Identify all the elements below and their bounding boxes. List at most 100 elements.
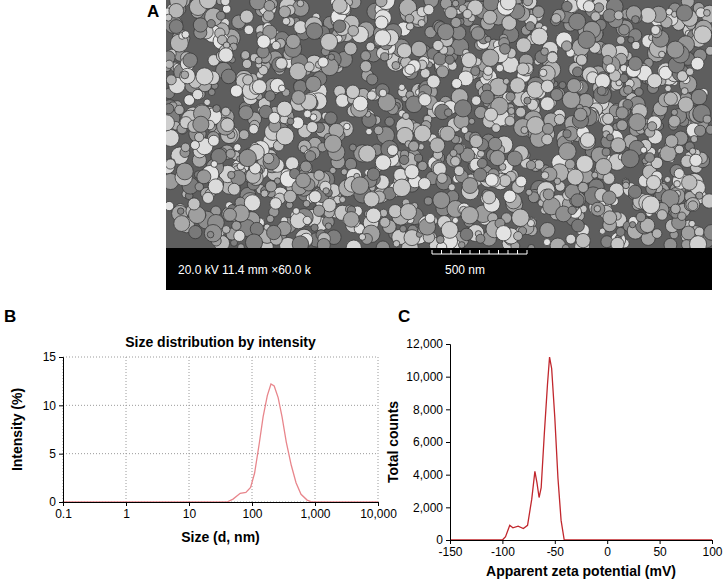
tick: 10,000 [360, 502, 397, 521]
grain [674, 181, 681, 188]
grain [444, 109, 452, 117]
grid-line-x [315, 357, 316, 502]
grain [671, 109, 677, 115]
grain [250, 0, 266, 10]
grain [602, 191, 616, 205]
grain [292, 236, 309, 248]
tick-mark [252, 502, 253, 506]
grain [351, 177, 369, 195]
x-axis-title: Apparent zeta potential (mV) [486, 563, 676, 579]
grain [221, 118, 235, 132]
scale-bar-tick [441, 250, 442, 254]
tick-label: 1,000 [300, 507, 330, 521]
tick-mark [189, 502, 190, 506]
tick: 1 [123, 502, 130, 521]
grain [300, 161, 311, 172]
grain [328, 54, 334, 60]
grid-line-y [63, 453, 378, 454]
grain [512, 209, 530, 227]
grain [614, 11, 623, 20]
grain [264, 0, 275, 11]
grain [681, 88, 688, 95]
grain [392, 61, 400, 69]
grain [405, 14, 414, 23]
grain [659, 51, 666, 58]
tick-mark [555, 540, 556, 544]
grain [359, 145, 376, 162]
grain [591, 202, 605, 216]
grain [664, 92, 677, 105]
grain [517, 63, 529, 75]
y-axis-title: Intensity (%) [9, 388, 25, 471]
grain [527, 82, 544, 99]
grain [460, 228, 473, 241]
grain [364, 192, 379, 207]
grain [441, 221, 458, 238]
grain [344, 123, 351, 130]
grain [255, 57, 262, 64]
grain [617, 120, 628, 131]
tick: 15 [43, 350, 63, 364]
grain [166, 159, 175, 169]
y-axis: 02,0004,0006,0008,00010,00012,000 [406, 337, 450, 547]
tick-mark [446, 507, 450, 508]
grain [267, 225, 281, 239]
tick: 10 [183, 502, 197, 521]
grain [166, 14, 172, 21]
grain [539, 65, 555, 81]
grain [415, 154, 423, 162]
grain [213, 105, 221, 113]
grain [554, 178, 561, 185]
grain [436, 66, 448, 78]
tick-label: 15 [43, 350, 57, 364]
scale-bar-tick [498, 250, 499, 254]
grain [366, 208, 381, 223]
grid [63, 357, 378, 502]
grain [696, 192, 703, 199]
axis-line [64, 503, 379, 507]
y-axis-title: Total counts [385, 401, 401, 483]
grain [576, 233, 590, 247]
info-bar [166, 248, 712, 290]
grain [221, 0, 230, 6]
grain [195, 133, 204, 142]
grain [686, 198, 700, 212]
grain [405, 64, 415, 74]
grain [284, 190, 296, 202]
grid-line-y [63, 405, 378, 406]
grain [263, 153, 273, 163]
grain [485, 36, 491, 42]
grain [514, 232, 523, 241]
grain [485, 174, 498, 187]
tick: 0.1 [55, 502, 72, 521]
grain [461, 127, 468, 134]
grain [469, 118, 475, 124]
grain [234, 144, 241, 151]
tick: 10 [43, 399, 63, 413]
tick-label: 100 [702, 545, 722, 559]
grain [611, 237, 624, 248]
grain [503, 78, 509, 84]
grain [516, 176, 527, 187]
grain [263, 153, 279, 169]
grain [239, 106, 253, 120]
grain [399, 155, 408, 164]
grain [616, 107, 628, 119]
grain [510, 78, 525, 93]
grain [559, 143, 577, 161]
grain [181, 71, 189, 79]
grain [287, 118, 294, 125]
grain [425, 213, 435, 223]
grain [461, 53, 476, 68]
tick-label: 2,000 [413, 501, 443, 515]
grain [324, 135, 341, 152]
grain [652, 229, 662, 239]
grain [632, 16, 640, 24]
grain [367, 168, 380, 181]
x-axis: -150-100-50050100 [438, 540, 722, 559]
grain [628, 185, 641, 198]
grain [239, 130, 249, 140]
grain [305, 62, 315, 72]
grain [678, 212, 686, 220]
grain [219, 48, 234, 63]
